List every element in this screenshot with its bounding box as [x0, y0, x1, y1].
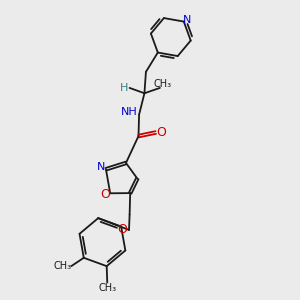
- Text: CH₃: CH₃: [53, 261, 71, 271]
- Text: N: N: [96, 162, 105, 172]
- Text: O: O: [100, 188, 110, 201]
- Text: N: N: [183, 15, 192, 25]
- Text: H: H: [120, 83, 129, 93]
- Text: O: O: [156, 126, 166, 139]
- Text: CH₃: CH₃: [98, 283, 116, 293]
- Text: NH: NH: [121, 107, 138, 117]
- Text: CH₃: CH₃: [153, 79, 171, 89]
- Text: O: O: [118, 224, 128, 236]
